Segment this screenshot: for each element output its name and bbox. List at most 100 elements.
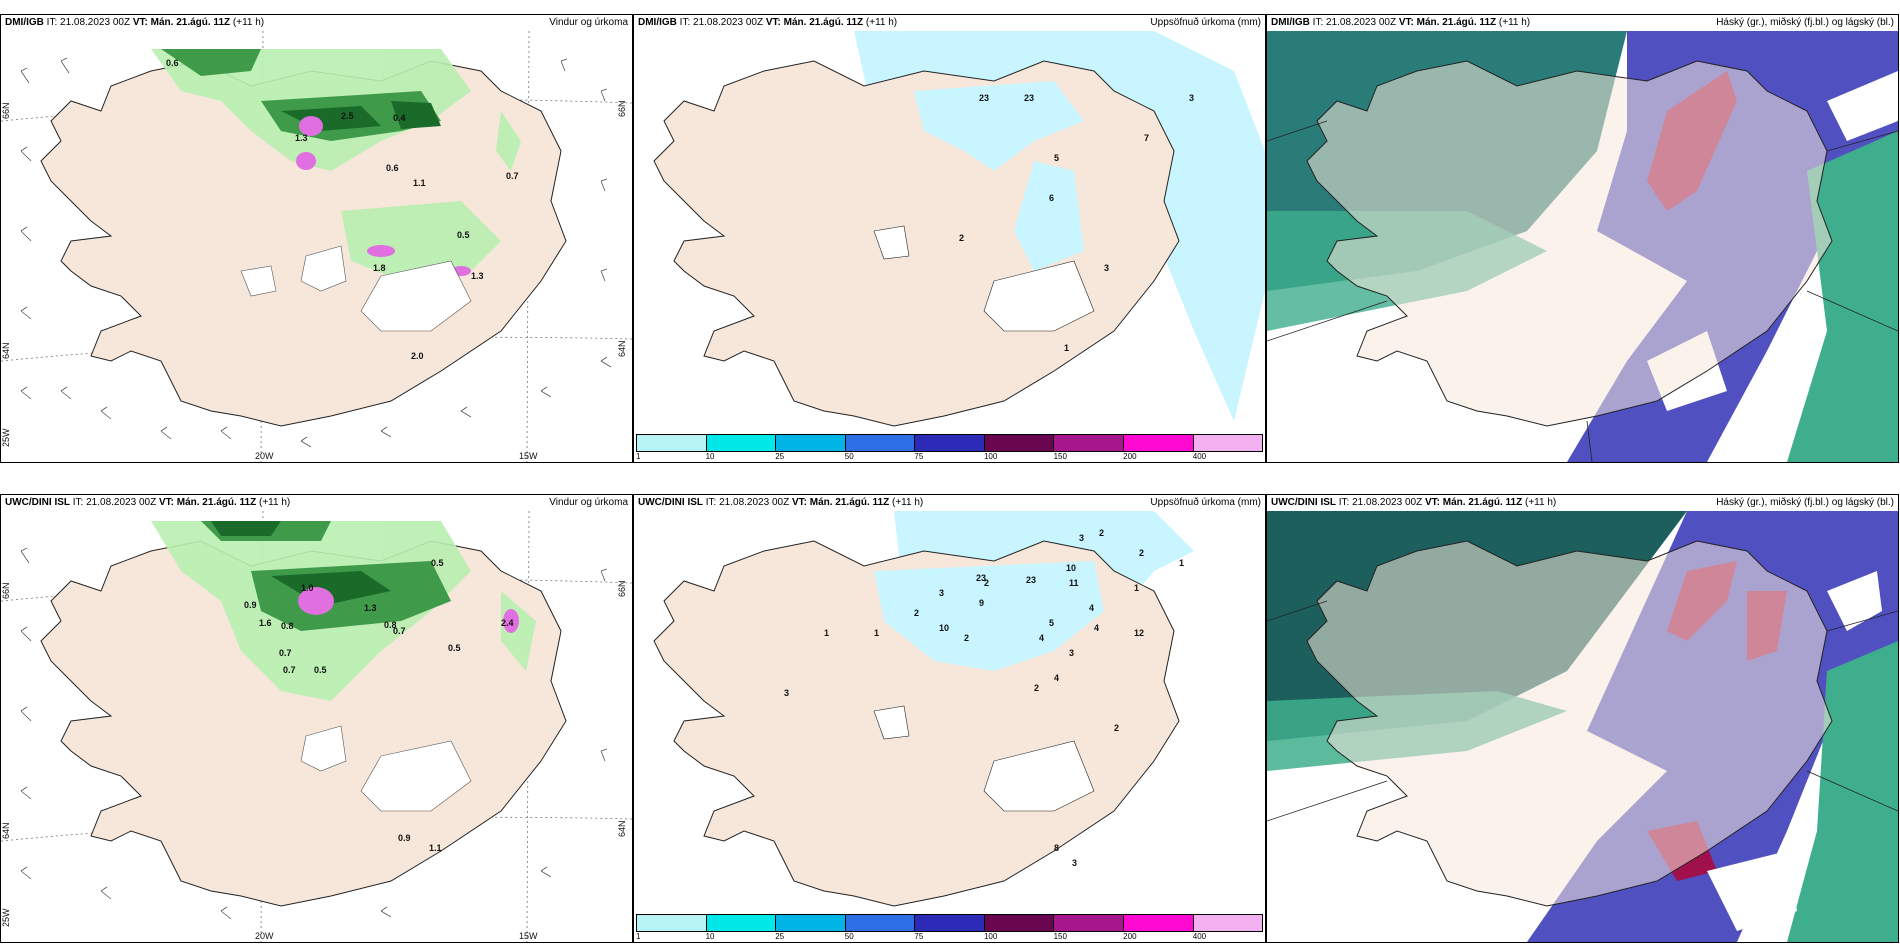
colorbar-tick: 25 <box>775 932 785 941</box>
colorbar-tick: 1 <box>636 932 641 941</box>
colorbar-tick: 100 <box>983 932 998 941</box>
panel-title: Vindur og úrkoma <box>549 17 628 28</box>
latitude-label: 64N <box>1 822 11 839</box>
issue-time: IT: 21.08.2023 00Z <box>1338 497 1423 508</box>
precip-value-label: 0.7 <box>506 171 519 181</box>
vt-label: VT: <box>158 497 174 508</box>
latitude-label: 66N <box>1 102 11 119</box>
colorbar-tick: 200 <box>1123 452 1137 461</box>
valid-time: Mán. 21.ágú. 11Z <box>1442 497 1523 508</box>
precip-value-label: 1.3 <box>295 133 308 143</box>
map-area: 0.9 1.6 0.8 0.7 0.5 0.8 0.7 0.5 0.7 0.5 … <box>1 511 632 942</box>
precip-value-label: 0.5 <box>457 230 470 240</box>
longitude-label: 25W <box>1 908 11 927</box>
lead-time: (+11 h) <box>1525 497 1557 508</box>
precip-value-label: 23 <box>1024 93 1034 103</box>
colorbar-swatch <box>1193 435 1263 451</box>
issue-time: IT: 21.08.2023 00Z <box>679 17 764 28</box>
colorbar-swatch <box>637 435 707 451</box>
panel-title: Uppsöfnuð úrkoma (mm) <box>1150 17 1261 28</box>
issue-time: IT: 21.08.2023 00Z <box>1312 17 1397 28</box>
panel-wind-dmi: DMI/IGB IT: 21.08.2023 00Z VT: Mán. 21.á… <box>0 14 633 463</box>
precip-value-label: 3 <box>1072 858 1077 868</box>
panel-title: Vindur og úrkoma <box>549 497 628 508</box>
colorbar-tick: 75 <box>914 932 924 941</box>
colorbar-tick: 50 <box>844 932 854 941</box>
precip-value-label: 0.8 <box>384 620 397 630</box>
precip-value-label: 2 <box>1034 683 1039 693</box>
precip-value-label: 2 <box>914 608 919 618</box>
model-source: UWC/DINI ISL <box>5 497 70 508</box>
colorbar-tick: 150 <box>1053 452 1067 461</box>
panel-precip-uwc: UWC/DINI ISL IT: 21.08.2023 00Z VT: Mán.… <box>633 494 1266 943</box>
valid-time: Mán. 21.ágú. 11Z <box>1416 17 1497 28</box>
precip-value-label: 1 <box>1064 343 1069 353</box>
longitude-label: 25W <box>1 428 11 447</box>
precip-value-label: 1 <box>874 628 879 638</box>
colorbar: 1 10 25 50 75 100 150 200 400 <box>636 914 1263 942</box>
colorbar-swatch <box>706 915 777 931</box>
precip-value-label: 23 <box>1026 575 1036 585</box>
colorbar-swatch <box>637 915 707 931</box>
longitude-label: 15W <box>519 451 538 461</box>
precip-value-label: 2 <box>964 633 969 643</box>
precip-value-label: 23 <box>976 573 986 583</box>
precip-value-label: 0.9 <box>244 600 257 610</box>
precip-value-label: 1.3 <box>471 271 484 281</box>
precip-value-label: 10 <box>939 623 949 633</box>
precip-value-label: 1 <box>824 628 829 638</box>
precip-value-label: 1.8 <box>373 263 386 273</box>
iceland-land <box>1306 60 1833 427</box>
panel-header: UWC/DINI ISL IT: 21.08.2023 00Z VT: Mán.… <box>1267 495 1898 511</box>
colorbar-swatch <box>1123 435 1194 451</box>
colorbar-swatch <box>1193 915 1263 931</box>
map-area <box>1267 511 1898 942</box>
precip-value-label: 0.8 <box>281 621 294 631</box>
colorbar-boxes <box>636 434 1263 452</box>
lead-time: (+11 h) <box>259 497 291 508</box>
lead-time: (+11 h) <box>865 17 898 28</box>
panel-header: DMI/IGB IT: 21.08.2023 00Z VT: Mán. 21.á… <box>1267 15 1898 31</box>
precip-value-label: 3 <box>784 688 789 698</box>
precip-value-label: 1.1 <box>413 178 426 188</box>
colorbar-swatch <box>984 435 1055 451</box>
panel-wind-uwc: UWC/DINI ISL IT: 21.08.2023 00Z VT: Mán.… <box>0 494 633 943</box>
precip-value-label: 2.4 <box>501 618 514 628</box>
precip-value-label: 1.3 <box>364 603 377 613</box>
latitude-label: 64N <box>1 342 11 359</box>
issue-time: IT: 21.08.2023 00Z <box>705 497 790 508</box>
panel-header: DMI/IGB IT: 21.08.2023 00Z VT: Mán. 21.á… <box>1 15 632 31</box>
model-source: UWC/DINI ISL <box>638 497 703 508</box>
colorbar-ticks: 1 10 25 50 75 100 150 200 400 <box>636 932 1263 942</box>
longitude-label: 20W <box>255 931 274 941</box>
valid-time: Mán. 21.ágú. 11Z <box>809 497 890 508</box>
issue-time: IT: 21.08.2023 00Z <box>46 17 131 28</box>
precip-value-label: 4 <box>1054 673 1059 683</box>
model-source: DMI/IGB <box>638 17 677 28</box>
vt-label: VT: <box>1398 17 1414 28</box>
colorbar-swatch <box>1054 435 1124 451</box>
colorbar-swatch <box>845 435 916 451</box>
precip-value-label: 4 <box>1039 633 1044 643</box>
precip-value-label: 2 <box>1114 723 1119 733</box>
colorbar-swatch <box>915 915 985 931</box>
latitude-label: 64N <box>617 340 627 357</box>
colorbar-tick: 25 <box>775 452 785 461</box>
panel-precip-dmi: DMI/IGB IT: 21.08.2023 00Z VT: Mán. 21.á… <box>633 14 1266 463</box>
precip-value-label: 7 <box>1144 133 1149 143</box>
latitude-label: 64N <box>617 820 627 837</box>
model-source: UWC/DINI ISL <box>1271 497 1336 508</box>
iceland-land <box>40 60 567 427</box>
precip-value-label: 9 <box>979 598 984 608</box>
panel-header: DMI/IGB IT: 21.08.2023 00Z VT: Mán. 21.á… <box>634 15 1265 31</box>
panel-clouds-dmi: DMI/IGB IT: 21.08.2023 00Z VT: Mán. 21.á… <box>1266 14 1899 463</box>
colorbar-tick: 10 <box>705 932 715 941</box>
longitude-label: 20W <box>255 451 274 461</box>
colorbar-swatch <box>706 435 777 451</box>
latitude-label: 66N <box>617 580 627 597</box>
latitude-label: 66N <box>1 582 11 599</box>
precip-value-label: 2 <box>1099 528 1104 538</box>
precip-value-label: 10 <box>1066 563 1076 573</box>
vt-label: VT: <box>791 497 807 508</box>
colorbar-tick: 100 <box>983 452 998 461</box>
